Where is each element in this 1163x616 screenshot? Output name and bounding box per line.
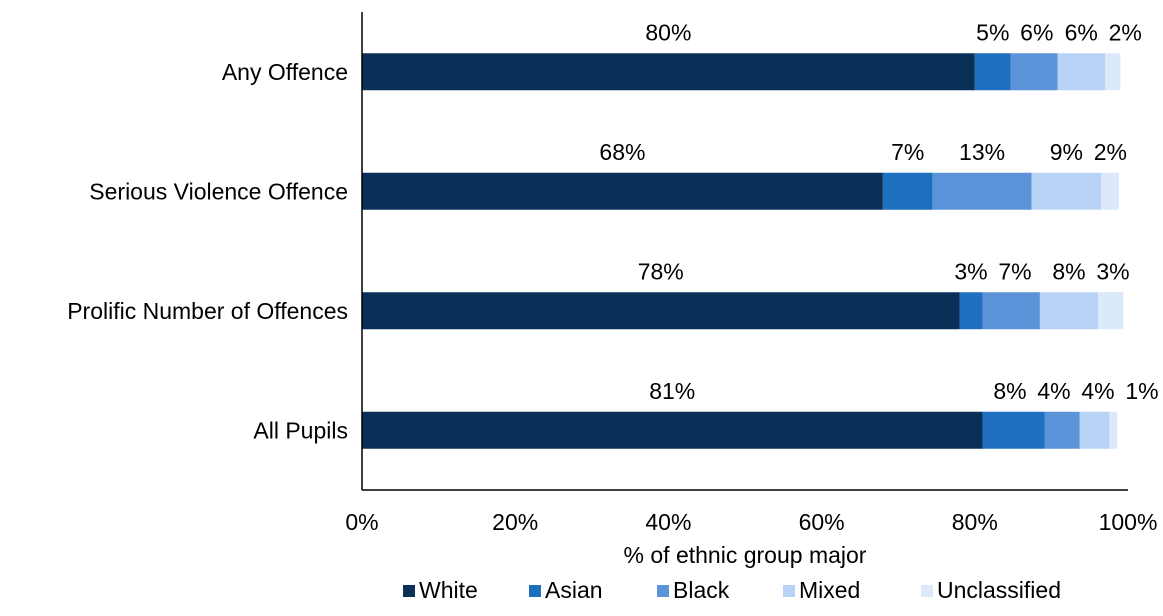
x-tick-label: 80% — [952, 509, 998, 535]
category-label-serious-violence-offence: Serious Violence Offence — [89, 178, 348, 204]
bar-mixed-all-pupils — [1079, 411, 1110, 449]
bar-black-all-pupils — [1044, 411, 1080, 449]
value-label-asian-any-offence: 5% — [976, 19, 1009, 45]
category-label-prolific-number-of-offences: Prolific Number of Offences — [67, 298, 348, 324]
x-tick-label: 20% — [492, 509, 538, 535]
value-label-unclassified-serious-violence-offence: 2% — [1094, 139, 1127, 165]
value-label-white-all-pupils: 81% — [649, 378, 695, 404]
bar-black-prolific-number-of-offences — [982, 292, 1040, 330]
legend-label-white: White — [419, 577, 478, 603]
bars-layer — [362, 53, 1124, 449]
legend-label-mixed: Mixed — [799, 577, 860, 603]
value-label-black-prolific-number-of-offences: 7% — [998, 258, 1031, 284]
category-label-any-offence: Any Offence — [222, 59, 348, 85]
bar-white-serious-violence-offence — [362, 172, 883, 210]
bar-white-any-offence — [362, 53, 975, 91]
value-label-mixed-prolific-number-of-offences: 8% — [1052, 258, 1085, 284]
value-label-unclassified-all-pupils: 1% — [1125, 378, 1158, 404]
value-labels-layer: 80% 5% 6% 6% 2% 68% 7% 13% 9% 2% 78% 3% 7% 8% 3% 81% 8% 4… — [599, 19, 1158, 404]
bar-asian-serious-violence-offence — [882, 172, 933, 210]
bar-asian-any-offence — [974, 53, 1011, 91]
legend-label-black: Black — [673, 577, 730, 603]
axis-layer: 0% 20% 40% 60% 80% 100% — [345, 12, 1157, 535]
bar-unclassified-all-pupils — [1109, 411, 1118, 449]
category-label-all-pupils: All Pupils — [253, 417, 348, 443]
value-label-asian-prolific-number-of-offences: 3% — [954, 258, 987, 284]
legend-swatch-unclassified — [921, 585, 933, 597]
x-axis-title: % of ethnic group major — [624, 542, 867, 568]
value-label-unclassified-any-offence: 2% — [1109, 19, 1142, 45]
value-label-unclassified-prolific-number-of-offences: 3% — [1096, 258, 1129, 284]
bar-mixed-serious-violence-offence — [1031, 172, 1102, 210]
bar-white-prolific-number-of-offences — [362, 292, 960, 330]
value-label-white-serious-violence-offence: 68% — [599, 139, 645, 165]
bar-white-all-pupils — [362, 411, 983, 449]
value-label-asian-all-pupils: 8% — [993, 378, 1026, 404]
category-labels-layer: Any Offence Serious Violence Offence Proli… — [67, 59, 348, 444]
bar-asian-prolific-number-of-offences — [959, 292, 983, 330]
bar-black-any-offence — [1010, 53, 1058, 91]
value-label-white-prolific-number-of-offences: 78% — [638, 258, 684, 284]
value-label-mixed-all-pupils: 4% — [1081, 378, 1114, 404]
bar-unclassified-prolific-number-of-offences — [1098, 292, 1124, 330]
x-tick-label: 60% — [799, 509, 845, 535]
x-tick-label: 100% — [1099, 509, 1158, 535]
value-label-white-any-offence: 80% — [645, 19, 691, 45]
bar-mixed-prolific-number-of-offences — [1039, 292, 1099, 330]
bar-black-serious-violence-offence — [932, 172, 1032, 210]
legend-swatch-asian — [529, 585, 541, 597]
x-tick-label: 40% — [645, 509, 691, 535]
value-label-black-all-pupils: 4% — [1037, 378, 1070, 404]
legend-swatch-black — [657, 585, 669, 597]
legend-swatch-mixed — [783, 585, 795, 597]
value-label-black-serious-violence-offence: 13% — [959, 139, 1005, 165]
bar-unclassified-any-offence — [1105, 53, 1121, 91]
bar-mixed-any-offence — [1057, 53, 1106, 91]
legend-label-asian: Asian — [545, 577, 603, 603]
bar-unclassified-serious-violence-offence — [1101, 172, 1119, 210]
value-label-asian-serious-violence-offence: 7% — [891, 139, 924, 165]
x-tick-label: 0% — [345, 509, 378, 535]
value-label-mixed-serious-violence-offence: 9% — [1050, 139, 1083, 165]
legend: White Asian Black Mixed Unclassified — [403, 577, 1061, 603]
value-label-mixed-any-offence: 6% — [1065, 19, 1098, 45]
bar-asian-all-pupils — [982, 411, 1045, 449]
legend-label-unclassified: Unclassified — [937, 577, 1061, 603]
value-label-black-any-offence: 6% — [1020, 19, 1053, 45]
legend-swatch-white — [403, 585, 415, 597]
